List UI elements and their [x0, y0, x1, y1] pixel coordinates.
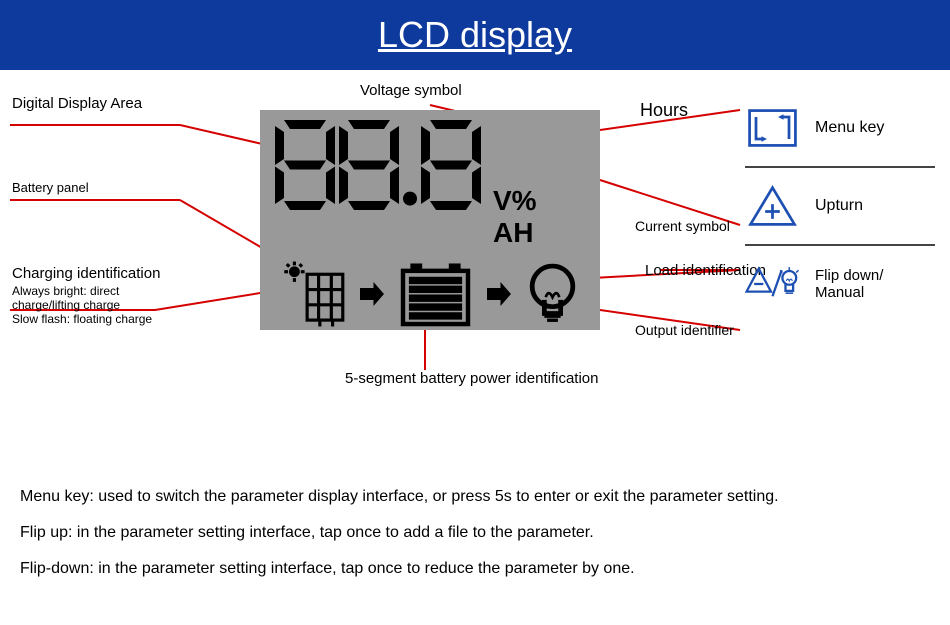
arrow-right-icon: [357, 279, 387, 309]
label-hours: Hours: [640, 100, 688, 121]
flipdown-icon: [745, 260, 800, 308]
digit-8-icon: [421, 120, 481, 210]
label-charging: Charging identification Always bright: d…: [12, 265, 177, 326]
solar-panel-icon: [281, 259, 346, 329]
arrow-right-icon: [484, 279, 514, 309]
label-output-id: Output identifier: [635, 322, 734, 338]
button-legend: Menu key Upturn Flip down/ Manual: [745, 90, 935, 322]
charging-title: Charging identification: [12, 265, 177, 282]
menu-key-icon: [745, 104, 800, 152]
note-flip-down: Flip-down: in the parameter setting inte…: [20, 560, 660, 578]
label-voltage-symbol: Voltage symbol: [360, 82, 462, 99]
flipdown-label: Flip down/ Manual: [815, 267, 935, 301]
bulb-icon: [525, 262, 580, 327]
note-menu-key: Menu key: used to switch the parameter d…: [20, 488, 930, 506]
lcd-screen: V% AH: [260, 110, 600, 330]
upturn-icon: [745, 182, 800, 230]
unit-voltage: V%: [493, 185, 537, 217]
header-title: LCD display: [0, 0, 950, 70]
label-digital-display: Digital Display Area: [12, 95, 142, 112]
upturn-label: Upturn: [815, 197, 863, 215]
label-segment-battery: 5-segment battery power identification: [345, 370, 598, 387]
label-current-symbol: Current symbol: [635, 218, 730, 234]
decimal-dot-icon: [403, 120, 417, 210]
unit-amphour: AH: [493, 217, 537, 249]
battery-icon: [398, 262, 473, 327]
diagram-area: V% AH: [0, 70, 950, 470]
note-flip-up: Flip up: in the parameter setting interf…: [20, 524, 930, 542]
charging-sub2: Slow flash: floating charge: [12, 312, 177, 326]
menu-key-label: Menu key: [815, 119, 884, 137]
digit-8-icon: [275, 120, 335, 210]
digit-8-icon: [339, 120, 399, 210]
label-battery-panel: Battery panel: [12, 180, 89, 195]
charging-sub1: Always bright: direct charge/lifting cha…: [12, 284, 177, 312]
notes-section: Menu key: used to switch the parameter d…: [0, 488, 950, 578]
